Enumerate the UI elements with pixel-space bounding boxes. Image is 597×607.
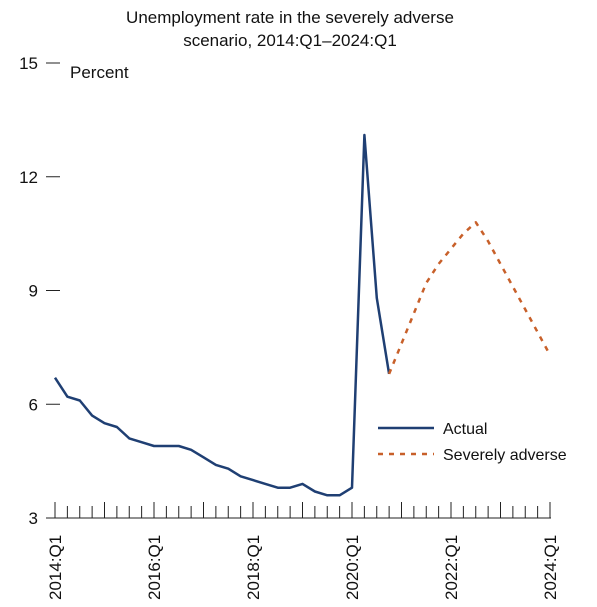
chart-title: Unemployment rate in the severely advers…: [126, 8, 454, 50]
y-axis-ticks: 3 6 9 12 15: [19, 54, 60, 528]
y-tick-label: 9: [29, 282, 38, 301]
x-axis-ticks: 2014:Q1 2016:Q1 2018:Q1 2020:Q1 2022:Q1 2024:…: [46, 502, 560, 600]
legend-label-severely-adverse: Severely adverse: [443, 447, 567, 464]
x-tick-label: 2018:Q1: [244, 535, 263, 600]
x-tick-label: 2014:Q1: [46, 535, 65, 600]
y-tick-label: 15: [19, 54, 38, 73]
y-axis-unit-label: Percent: [70, 63, 129, 82]
series-line-severely-adverse: [387, 221, 552, 375]
x-tick-label: 2016:Q1: [145, 535, 164, 600]
y-tick-label: 6: [29, 395, 38, 414]
chart-title-line-2: scenario, 2014:Q1–2024:Q1: [183, 31, 397, 50]
series-lines: [53, 133, 552, 497]
y-tick-label: 12: [19, 168, 38, 187]
chart-title-line-1: Unemployment rate in the severely advers…: [126, 8, 454, 27]
x-tick-label: 2020:Q1: [343, 535, 362, 600]
x-tick-label: 2024:Q1: [541, 535, 560, 600]
series-line-actual: [53, 133, 391, 497]
legend: Actual Severely adverse: [378, 421, 567, 464]
x-tick-label: 2022:Q1: [442, 535, 461, 600]
y-tick-label: 3: [29, 509, 38, 528]
legend-label-actual: Actual: [443, 421, 487, 438]
